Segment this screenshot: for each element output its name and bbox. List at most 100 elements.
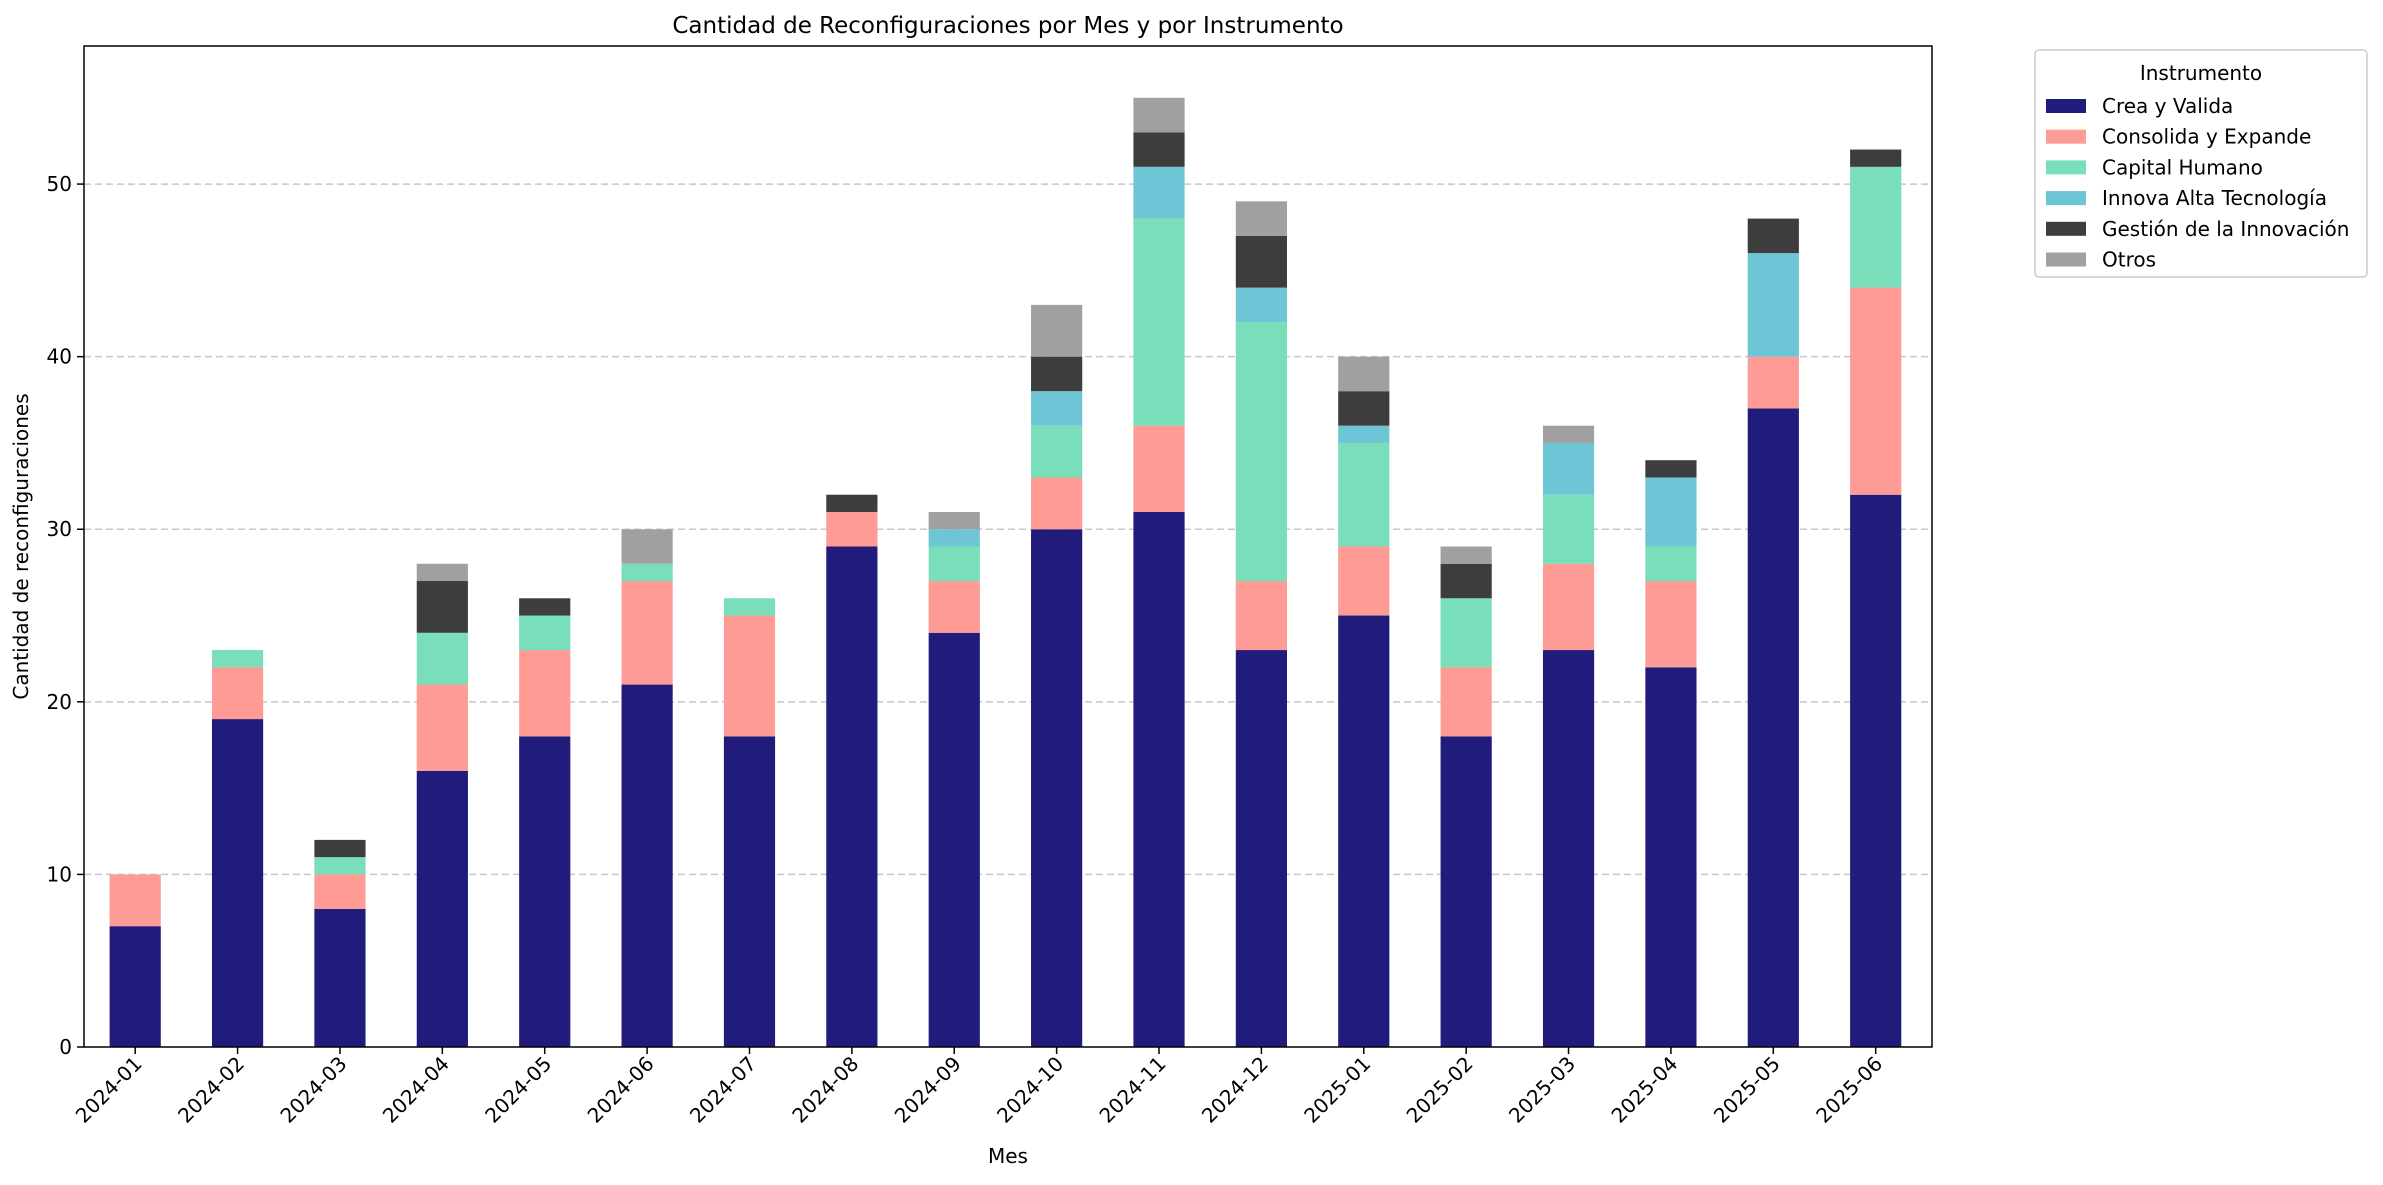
bar-segment (416, 684, 468, 771)
bar-segment (109, 874, 161, 927)
bar-segment (1440, 667, 1492, 737)
bar-segment (1133, 97, 1185, 133)
bar-segment (1645, 546, 1697, 582)
bar-segment (1338, 356, 1390, 392)
x-tick-label: 2025-05 (1709, 1052, 1785, 1128)
bar-segment (1338, 546, 1390, 616)
bar-segment (1031, 529, 1083, 1047)
bar-segment (1542, 650, 1595, 1047)
bar-segment (928, 511, 980, 530)
bar-segment (314, 857, 366, 875)
bar-segment (1542, 494, 1595, 564)
bar-segment (519, 650, 571, 737)
bar-segment (1133, 425, 1185, 512)
y-tick-label: 40 (47, 345, 72, 369)
bar-segment (519, 615, 571, 651)
bar-segment (416, 770, 468, 1047)
gridlines (84, 183, 1932, 876)
legend-label: Capital Humano (2102, 155, 2263, 179)
bar-segment (1850, 287, 1902, 495)
legend-frame (2034, 49, 2368, 278)
legend-swatch (2046, 191, 2086, 206)
bar-segment (1235, 201, 1287, 236)
bar-segment (1031, 425, 1083, 478)
x-tick-label: 2024-07 (685, 1052, 761, 1128)
bar-segment (1440, 563, 1492, 599)
x-tick-label: 2024-06 (583, 1052, 659, 1128)
bar-segment (621, 581, 673, 685)
bar-segment (1133, 218, 1185, 426)
legend-swatch (2046, 221, 2086, 236)
bar-segment (314, 874, 366, 909)
legend-label: Innova Alta Tecnología (2102, 186, 2327, 210)
legend-swatch (2046, 160, 2086, 175)
y-tick-label: 20 (47, 690, 72, 714)
bar-segment (1850, 494, 1902, 1048)
bar-segment (1235, 650, 1287, 1047)
legend-label: Consolida y Expande (2102, 125, 2311, 149)
legend-label: Gestión de la Innovación (2102, 217, 2349, 241)
bar-segment (211, 667, 264, 720)
x-tick-label: 2024-09 (890, 1052, 966, 1128)
y-tick-label: 50 (47, 172, 72, 196)
bar-segment (723, 598, 776, 616)
y-tick-label: 30 (47, 517, 72, 541)
bar-segment (1747, 408, 1799, 1047)
chart-title: Cantidad de Reconfiguraciones por Mes y … (672, 13, 1343, 39)
bar-segment (1645, 667, 1697, 1047)
bars (109, 97, 1902, 1048)
bar-segment (1645, 581, 1697, 668)
bar-segment (1338, 425, 1390, 443)
legend-swatch (2046, 99, 2086, 113)
bar-segment (1235, 235, 1287, 288)
bar-segment (621, 684, 673, 1047)
bar-segment (1440, 736, 1492, 1047)
bar-segment (416, 581, 468, 633)
legend-swatch (2046, 129, 2086, 144)
bar-segment (621, 563, 673, 582)
bar-segment (1645, 460, 1697, 478)
legend: Instrumento Crea y Valida Consolida y Exp… (2034, 49, 2368, 278)
bar-segment (416, 632, 468, 685)
legend-label: Crea y Valida (2102, 94, 2233, 118)
bar-segment (1338, 391, 1390, 426)
bar-segment (519, 598, 571, 616)
bar-segment (1235, 581, 1287, 651)
bar-segment (1031, 304, 1083, 357)
legend-title: Instrumento (2140, 61, 2262, 85)
bar-segment (928, 632, 980, 1047)
bar-segment (1542, 442, 1595, 495)
bar-segment (1542, 563, 1595, 651)
x-tick-label: 2025-06 (1811, 1052, 1887, 1128)
x-tick-label: 2024-10 (992, 1052, 1068, 1128)
bar-segment (1850, 166, 1902, 288)
x-tick-label: 2025-01 (1299, 1052, 1375, 1128)
bar-segment (826, 546, 878, 1047)
bar-segment (1747, 356, 1799, 409)
x-tick-label: 2024-03 (275, 1052, 351, 1128)
bar-segment (826, 511, 878, 547)
x-tick-label: 2025-03 (1504, 1052, 1580, 1128)
bar-segment (1031, 391, 1083, 426)
bar-segment (109, 926, 161, 1047)
plot-frame (83, 45, 1933, 1048)
y-axis-label: Cantidad de reconfiguraciones (9, 393, 33, 699)
x-axis-label: Mes (988, 1144, 1028, 1168)
bar-segment (1747, 218, 1799, 254)
bar-segment (1031, 356, 1083, 392)
bar-segment (928, 546, 980, 582)
bar-segment (1440, 598, 1492, 668)
legend-swatch (2046, 252, 2086, 267)
bar-segment (1235, 287, 1287, 323)
x-tick-label: 2024-04 (378, 1052, 454, 1128)
bar-segment (1338, 442, 1390, 547)
x-tick-label: 2024-11 (1094, 1052, 1170, 1128)
x-tick-label: 2024-08 (787, 1052, 863, 1128)
x-tick-label: 2025-04 (1606, 1052, 1682, 1128)
bar-segment (211, 650, 264, 668)
bar-segment (723, 615, 776, 737)
bar-segment (416, 563, 468, 582)
bar-segment (1542, 425, 1595, 443)
x-tick-label: 2024-12 (1197, 1052, 1273, 1128)
